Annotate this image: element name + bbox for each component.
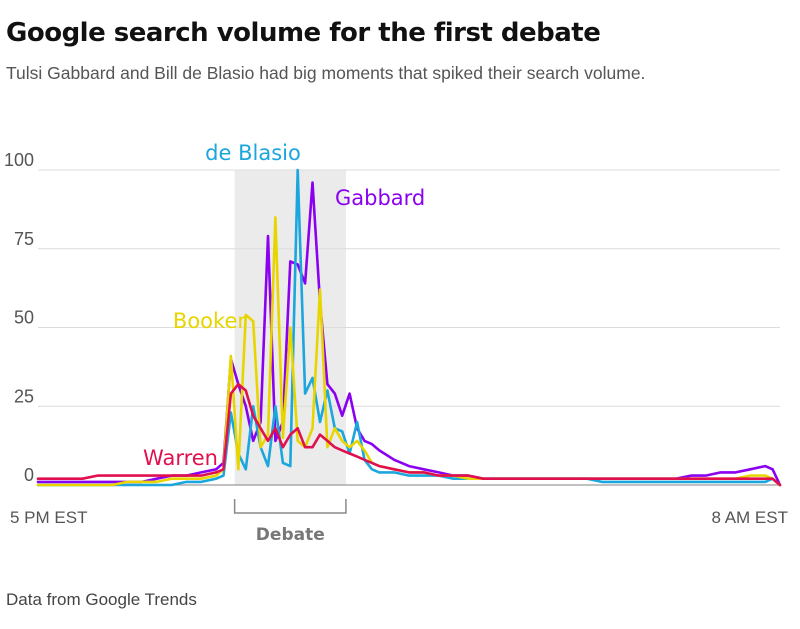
debate-bracket-line: [233, 499, 347, 514]
series-label-de-blasio: de Blasio: [205, 141, 301, 165]
series-line-warren: [36, 382, 782, 487]
x-axis-end-label: 8 AM EST: [711, 508, 788, 527]
y-tick-label-100: 100: [4, 150, 34, 170]
series-line-de-blasio: [36, 168, 782, 487]
chart-subtitle: Tulsi Gabbard and Bill de Blasio had big…: [6, 63, 646, 83]
y-axis-ticks: 0 25 50 75 100: [4, 150, 34, 485]
y-tick-label-25: 25: [14, 386, 34, 406]
y-tick-label-50: 50: [14, 308, 34, 328]
x-axis-start-label: 5 PM EST: [10, 508, 87, 527]
series-label-warren: Warren: [143, 446, 218, 470]
debate-bracket-label: Debate: [256, 525, 325, 545]
y-tick-label-75: 75: [14, 229, 34, 249]
series-line-gabbard: [36, 181, 782, 487]
debate-bracket: Debate: [233, 499, 347, 545]
series-label-gabbard: Gabbard: [335, 186, 425, 210]
series-lines: [36, 168, 782, 487]
y-tick-label-0: 0: [24, 465, 34, 485]
chart-title: Google search volume for the first debat…: [6, 18, 601, 48]
source-note: Data from Google Trends: [6, 590, 197, 609]
series-line-booker: [36, 216, 782, 487]
series-labels: Gabbard de Blasio Booker Warren: [143, 141, 425, 470]
series-label-booker: Booker: [173, 309, 246, 333]
grid-lines: [38, 169, 780, 486]
